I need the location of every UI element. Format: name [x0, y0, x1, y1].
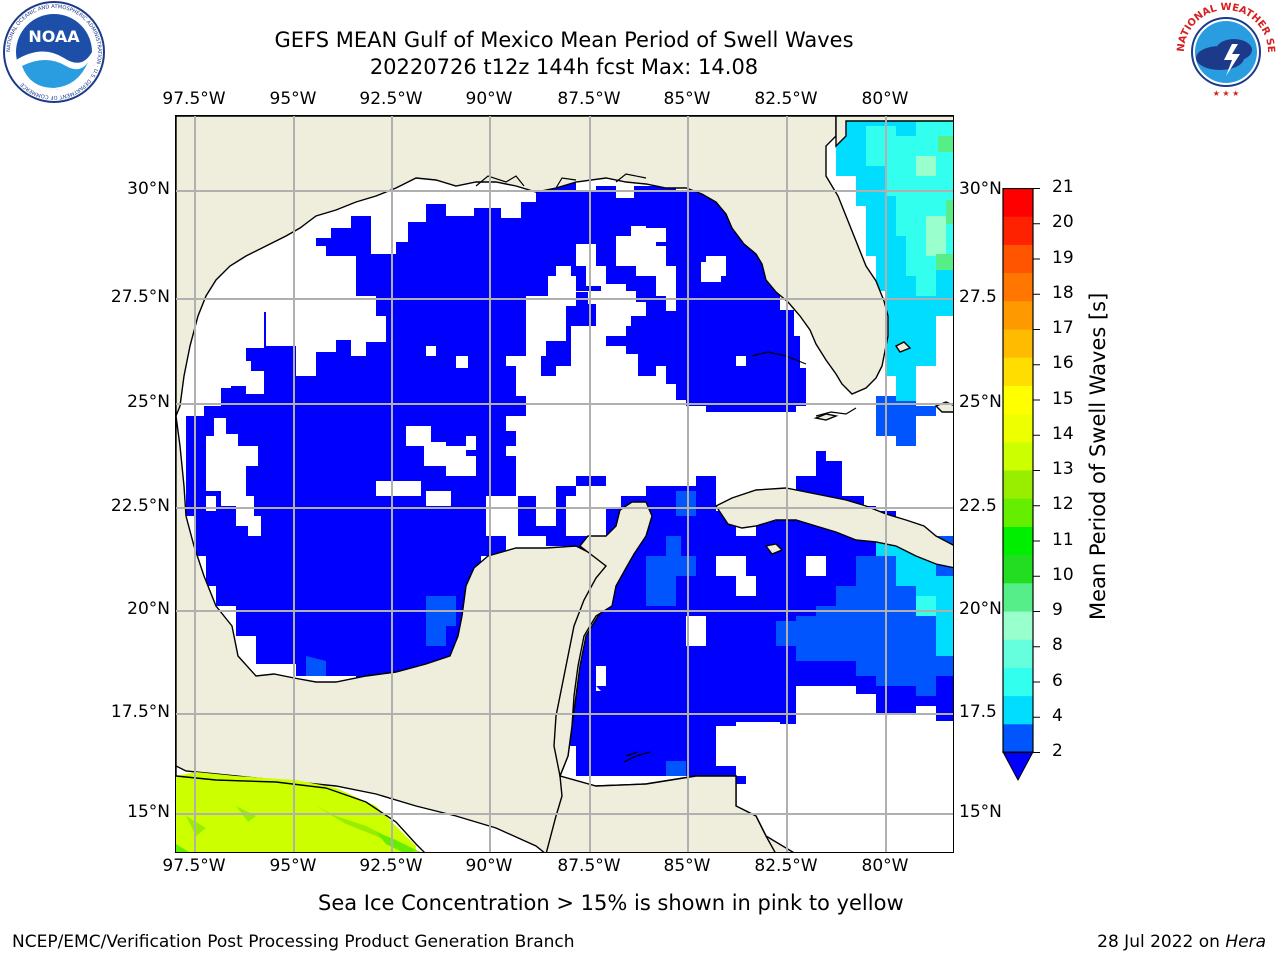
no-data-patches [186, 226, 920, 776]
lon-label-bottom: 82.5°W [754, 856, 818, 876]
colorbar-tick-label: 9 [1052, 600, 1063, 620]
lon-label-bottom: 92.5°W [359, 856, 423, 876]
lon-label-top: 80°W [861, 89, 909, 109]
colorbar-tick-label: 19 [1052, 247, 1074, 268]
colorbar-tick-label: 14 [1052, 423, 1074, 444]
lat-label-right: 17.5 [959, 702, 997, 722]
colorbar-segment [1003, 385, 1033, 415]
colorbar-segment [1003, 723, 1033, 753]
colorbar-segment [1003, 554, 1033, 584]
colorbar-tick-label: 18 [1052, 282, 1074, 303]
lat-label-right: 22.5 [959, 496, 997, 516]
lat-label-right: 25°N [959, 392, 1002, 412]
colorbar-segment [1003, 188, 1033, 217]
colorbar-svg [1002, 187, 1040, 782]
chart-title: GEFS MEAN Gulf of Mexico Mean Period of … [274, 28, 854, 52]
colorbar-segment [1003, 498, 1033, 527]
colorbar-tick-label: 10 [1052, 564, 1074, 585]
footer-left: NCEP/EMC/Verification Post Processing Pr… [12, 932, 575, 952]
colorbar-segment [1003, 470, 1033, 499]
sea-ice-caption: Sea Ice Concentration > 15% is shown in … [318, 891, 904, 915]
swell-field-8-9 [916, 156, 946, 256]
coast-details [475, 173, 857, 763]
lon-label-top: 82.5°W [754, 89, 818, 109]
colorbar-segment [1003, 300, 1033, 330]
noaa-logo-text: NOAA [28, 27, 80, 46]
colorbar-tick-label: 11 [1052, 529, 1074, 550]
chart-subtitle: 20220726 t12z 144h fcst Max: 14.08 [369, 55, 759, 79]
colorbar-segment [1003, 329, 1033, 358]
colorbar-label: Mean Period of Swell Waves [s] [1086, 292, 1110, 620]
colorbar-segment [1003, 441, 1033, 471]
colorbar-tick-label: 15 [1052, 388, 1074, 409]
pacific-swell [176, 772, 416, 852]
lon-label-top: 95°W [269, 89, 317, 109]
footer-date: 28 Jul 2022 on [1097, 932, 1226, 952]
colorbar-tick-label: 21 [1052, 177, 1074, 197]
lat-label-left: 17.5°N [110, 702, 170, 722]
lon-label-bottom: 90°W [465, 856, 513, 876]
colorbar-segment [1003, 526, 1033, 556]
map-panel [175, 115, 954, 853]
lat-label-right: 27.5 [959, 287, 997, 307]
lon-label-top: 97.5°W [162, 89, 226, 109]
lat-label-left: 25°N [127, 392, 170, 412]
colorbar-segment [1003, 216, 1033, 245]
colorbar-segment [1003, 244, 1033, 274]
colorbar-tick-label: 17 [1052, 318, 1074, 338]
footer-host: Hera [1225, 932, 1266, 952]
lat-label-right: 30°N [959, 179, 1002, 199]
colorbar-segment [1003, 413, 1033, 443]
lon-label-bottom: 97.5°W [162, 856, 226, 876]
colorbar-tick-label: 16 [1052, 353, 1074, 374]
lon-label-top: 87.5°W [557, 89, 621, 109]
lon-label-bottom: 80°W [861, 856, 909, 876]
pacific-coastline [176, 775, 425, 852]
lon-label-top: 85°W [663, 89, 711, 109]
lat-label-left: 27.5°N [110, 287, 170, 307]
lon-label-bottom: 87.5°W [557, 856, 621, 876]
lat-label-right: 15°N [959, 802, 1002, 822]
map-svg [176, 116, 953, 852]
footer-right: 28 Jul 2022 on Hera [1097, 932, 1266, 952]
lon-label-bottom: 95°W [269, 856, 317, 876]
gridlines [176, 116, 953, 852]
colorbar-segment [1003, 582, 1033, 612]
colorbar-tick-label: 8 [1052, 635, 1063, 656]
lat-label-left: 15°N [127, 802, 170, 822]
colorbar-tick-label: 12 [1052, 494, 1074, 515]
lat-label-left: 22.5°N [110, 496, 170, 516]
lon-label-top: 90°W [465, 89, 513, 109]
colorbar-segment [1003, 272, 1033, 302]
swell-field-9-10 [936, 136, 953, 270]
colorbar-tick-label: 20 [1052, 212, 1074, 233]
colorbar-segment [1003, 695, 1033, 725]
lat-label-left: 30°N [127, 179, 170, 199]
lat-label-left: 20°N [127, 599, 170, 619]
colorbar-segment [1003, 357, 1033, 386]
colorbar-segment [1003, 611, 1033, 640]
colorbar-tick-label: 6 [1052, 670, 1063, 691]
svg-text:★ ★ ★: ★ ★ ★ [1213, 89, 1240, 98]
colorbar-segment [1003, 667, 1033, 697]
colorbar-tick-label: 4 [1052, 705, 1063, 726]
colorbar-tick-label: 2 [1052, 741, 1063, 761]
colorbar-underflow-triangle [1002, 751, 1034, 782]
colorbar-tick-label: 13 [1052, 459, 1074, 479]
noaa-logo: NOAA NATIONAL OCEANIC AND ATMOSPHERIC AD… [2, 0, 106, 104]
nws-logo: NATIONAL WEATHER SERVICE ★ ★ ★ [1170, 0, 1278, 104]
lon-label-bottom: 85°W [663, 856, 711, 876]
colorbar-segment [1003, 639, 1033, 668]
lat-label-right: 20°N [959, 599, 1002, 619]
lon-label-top: 92.5°W [359, 89, 423, 109]
colorbar [1002, 187, 1042, 784]
